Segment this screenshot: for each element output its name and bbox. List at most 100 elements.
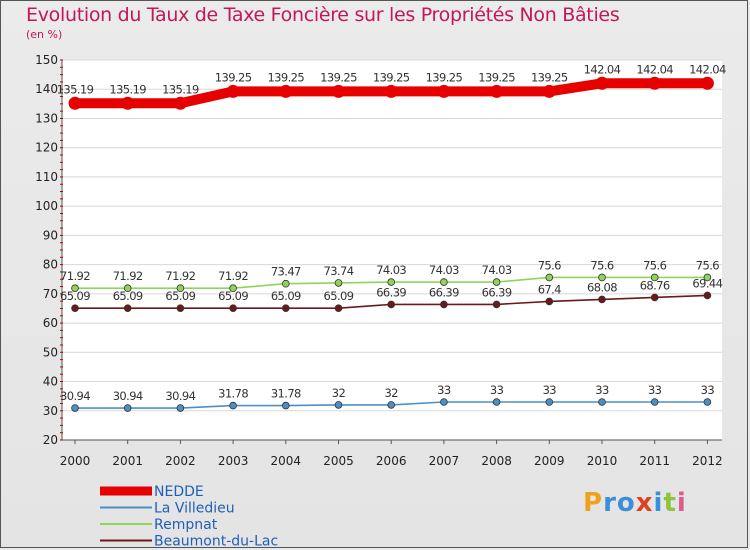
chart-subtitle: (en %) (26, 28, 63, 41)
data-label-beaumont-du-lac: 65.09 (324, 289, 354, 303)
data-label-la-villedieu: 30.94 (113, 389, 143, 403)
y-tick-label: 120 (35, 141, 58, 155)
data-point-rempnat (71, 284, 79, 293)
data-label-nedde: 142.04 (584, 62, 621, 76)
data-label-rempnat: 71.92 (165, 269, 195, 283)
y-tick-label: 20 (43, 433, 58, 447)
data-point-rempnat (387, 278, 396, 286)
data-point-nedde (279, 84, 293, 98)
data-label-rempnat: 75.6 (590, 258, 613, 272)
legend-label-rempnat: Rempnat (154, 517, 218, 533)
legend-label-nedde: NEDDE (154, 484, 204, 500)
data-label-nedde: 142.04 (689, 62, 726, 76)
x-tick-label: 2000 (60, 454, 91, 468)
data-point-nedde (226, 84, 240, 98)
data-point-rempnat (492, 278, 501, 286)
y-tick-label: 90 (43, 228, 58, 242)
data-label-la-villedieu: 33 (701, 383, 715, 397)
data-label-rempnat: 75.6 (696, 258, 719, 272)
y-tick-label: 80 (43, 258, 58, 272)
data-label-nedde: 135.19 (57, 82, 94, 96)
data-label-beaumont-du-lac: 69.44 (692, 276, 722, 290)
y-tick-label: 60 (43, 316, 58, 330)
data-point-nedde (173, 96, 187, 110)
data-label-la-villedieu: 33 (543, 383, 557, 397)
data-label-la-villedieu: 31.78 (218, 387, 248, 401)
data-point-rempnat (229, 284, 237, 293)
data-label-beaumont-du-lac: 68.76 (640, 278, 670, 292)
data-point-rempnat (334, 279, 343, 287)
data-point-rempnat (281, 279, 290, 288)
data-label-beaumont-du-lac: 65.09 (218, 289, 248, 303)
data-point-beaumont-du-lac (703, 291, 712, 300)
x-tick-label: 2010 (587, 454, 618, 468)
data-label-nedde: 139.25 (215, 70, 252, 84)
data-label-la-villedieu: 33 (595, 383, 609, 397)
data-label-beaumont-du-lac: 66.39 (429, 285, 459, 299)
data-label-nedde: 139.25 (267, 70, 304, 84)
data-point-nedde (648, 76, 662, 90)
data-point-rempnat (123, 284, 132, 293)
data-point-la-villedieu (492, 398, 501, 406)
data-point-la-villedieu (334, 401, 343, 409)
data-label-rempnat: 71.92 (113, 269, 143, 283)
y-tick-label: 110 (35, 170, 58, 184)
proxiti-logo: Proxiti (583, 488, 687, 518)
data-label-beaumont-du-lac: 65.09 (165, 289, 195, 303)
y-tick-label: 140 (35, 82, 58, 96)
data-point-beaumont-du-lac (123, 304, 132, 312)
data-label-nedde: 139.25 (478, 70, 515, 84)
data-label-nedde: 135.19 (162, 82, 199, 96)
data-point-la-villedieu (71, 404, 79, 412)
data-point-la-villedieu (545, 398, 554, 406)
data-label-rempnat: 74.03 (376, 263, 406, 277)
data-label-rempnat: 75.6 (643, 258, 666, 272)
data-point-nedde (437, 84, 451, 98)
data-point-rempnat (598, 273, 606, 282)
data-point-la-villedieu (281, 401, 290, 410)
y-tick-label: 50 (43, 345, 58, 359)
data-label-la-villedieu: 30.94 (60, 389, 90, 403)
data-label-rempnat: 73.74 (324, 264, 354, 278)
plot-area (62, 60, 722, 440)
data-point-la-villedieu (440, 398, 448, 406)
y-tick-label: 40 (43, 375, 58, 389)
data-label-nedde: 139.25 (426, 70, 463, 84)
data-point-nedde (332, 84, 345, 98)
data-point-nedde (542, 84, 556, 98)
data-label-la-villedieu: 30.94 (165, 389, 195, 403)
y-tick-label: 30 (43, 404, 58, 418)
x-tick-label: 2004 (271, 454, 302, 468)
data-point-nedde (595, 76, 609, 90)
y-tick-label: 70 (43, 287, 58, 301)
data-point-rempnat (440, 278, 448, 286)
data-point-rempnat (703, 273, 712, 282)
chart-title: Evolution du Taux de Taxe Foncière sur l… (26, 4, 620, 26)
data-label-nedde: 139.25 (373, 70, 410, 84)
data-point-nedde (384, 84, 398, 98)
x-tick-label: 2011 (639, 454, 670, 468)
data-label-la-villedieu: 33 (490, 383, 504, 397)
data-point-beaumont-du-lac (176, 304, 185, 312)
data-label-rempnat: 74.03 (482, 263, 512, 277)
data-label-rempnat: 71.92 (60, 269, 90, 283)
x-tick-label: 2007 (429, 454, 460, 468)
x-tick-label: 2002 (165, 454, 196, 468)
x-tick-label: 2006 (376, 454, 407, 468)
data-point-nedde (700, 76, 714, 90)
data-label-rempnat: 71.92 (218, 269, 248, 283)
legend-label-la-villedieu: La Villedieu (154, 501, 235, 517)
data-label-nedde: 139.25 (531, 70, 568, 84)
data-point-beaumont-du-lac (334, 304, 343, 312)
data-point-nedde (121, 96, 135, 110)
data-label-beaumont-du-lac: 68.08 (587, 280, 617, 294)
y-tick-label: 100 (35, 199, 58, 213)
data-label-la-villedieu: 31.78 (271, 387, 301, 401)
data-point-beaumont-du-lac (545, 297, 554, 306)
data-point-beaumont-du-lac (229, 304, 237, 312)
data-label-beaumont-du-lac: 65.09 (271, 289, 301, 303)
data-point-la-villedieu (650, 398, 659, 406)
data-label-rempnat: 73.47 (271, 265, 301, 279)
data-point-rempnat (176, 284, 185, 293)
